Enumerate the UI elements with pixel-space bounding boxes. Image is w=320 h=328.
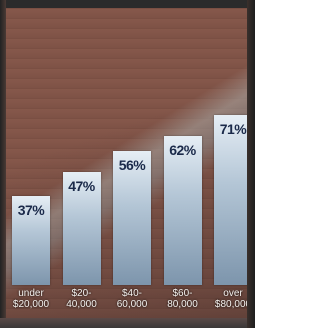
x-tick-label: $20-40,000 xyxy=(57,288,107,310)
data-label: 56% xyxy=(113,157,151,173)
frame-border xyxy=(0,318,255,328)
bar: 62% xyxy=(164,136,202,285)
bar: 56% xyxy=(113,151,151,285)
frame-border xyxy=(0,0,6,328)
bar: 37% xyxy=(12,196,50,285)
x-tick-label: under $20,000 xyxy=(6,288,56,310)
x-tick-label: $60-80,000 xyxy=(158,288,208,310)
data-label: 47% xyxy=(63,178,101,194)
screenshot: 37% under $20,000 47% $20-40,000 56% $40-60,0… xyxy=(0,0,255,328)
data-label: 37% xyxy=(12,202,50,218)
frame-border xyxy=(247,0,255,328)
data-label: 62% xyxy=(164,142,202,158)
bar: 47% xyxy=(63,172,101,285)
x-tick-label: $40-60,000 xyxy=(107,288,157,310)
frame-border xyxy=(0,0,255,8)
